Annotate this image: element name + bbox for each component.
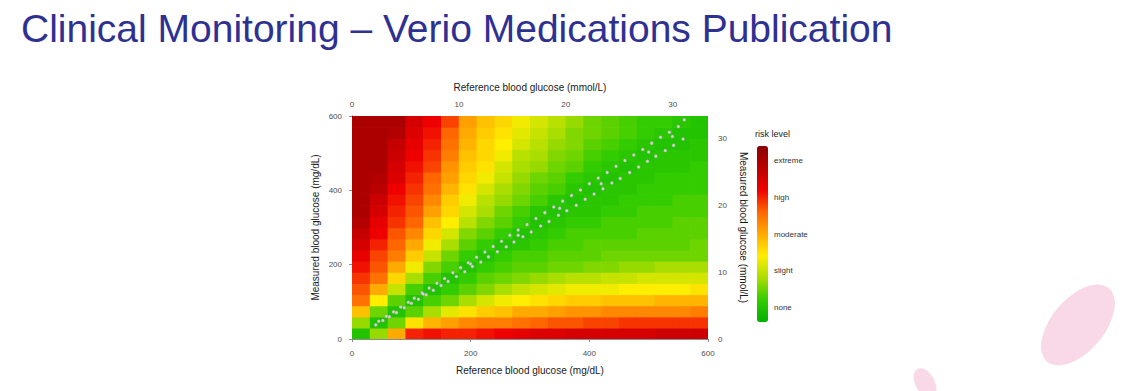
svg-text:600: 600	[701, 349, 715, 358]
svg-text:30: 30	[718, 134, 727, 143]
svg-text:30: 30	[668, 100, 677, 109]
svg-text:200: 200	[329, 260, 343, 269]
svg-text:0: 0	[338, 335, 343, 344]
svg-text:200: 200	[464, 349, 478, 358]
svg-text:extreme: extreme	[774, 156, 803, 165]
svg-text:10: 10	[718, 268, 727, 277]
svg-text:600: 600	[329, 112, 343, 121]
svg-text:400: 400	[583, 349, 597, 358]
svg-text:moderate: moderate	[774, 230, 808, 239]
svg-text:Measured blood glucose (mg/dL): Measured blood glucose (mg/dL)	[310, 154, 321, 300]
svg-text:risk level: risk level	[755, 129, 790, 139]
svg-text:none: none	[774, 303, 792, 312]
svg-text:0: 0	[350, 349, 355, 358]
svg-text:Reference blood glucose (mg/dL: Reference blood glucose (mg/dL)	[456, 365, 604, 376]
svg-text:Measured blood glucose (mmol/L: Measured blood glucose (mmol/L)	[738, 152, 749, 303]
svg-text:0: 0	[718, 335, 723, 344]
svg-text:20: 20	[718, 201, 727, 210]
svg-text:400: 400	[329, 186, 343, 195]
svg-text:Clinical Monitoring – Verio Me: Clinical Monitoring – Verio Medications …	[21, 7, 892, 50]
svg-text:high: high	[774, 193, 789, 202]
svg-text:Reference blood glucose (mmol/: Reference blood glucose (mmol/L)	[454, 82, 607, 93]
svg-text:0: 0	[350, 100, 355, 109]
svg-text:slight: slight	[774, 266, 793, 275]
svg-text:20: 20	[561, 100, 570, 109]
svg-text:10: 10	[454, 100, 463, 109]
